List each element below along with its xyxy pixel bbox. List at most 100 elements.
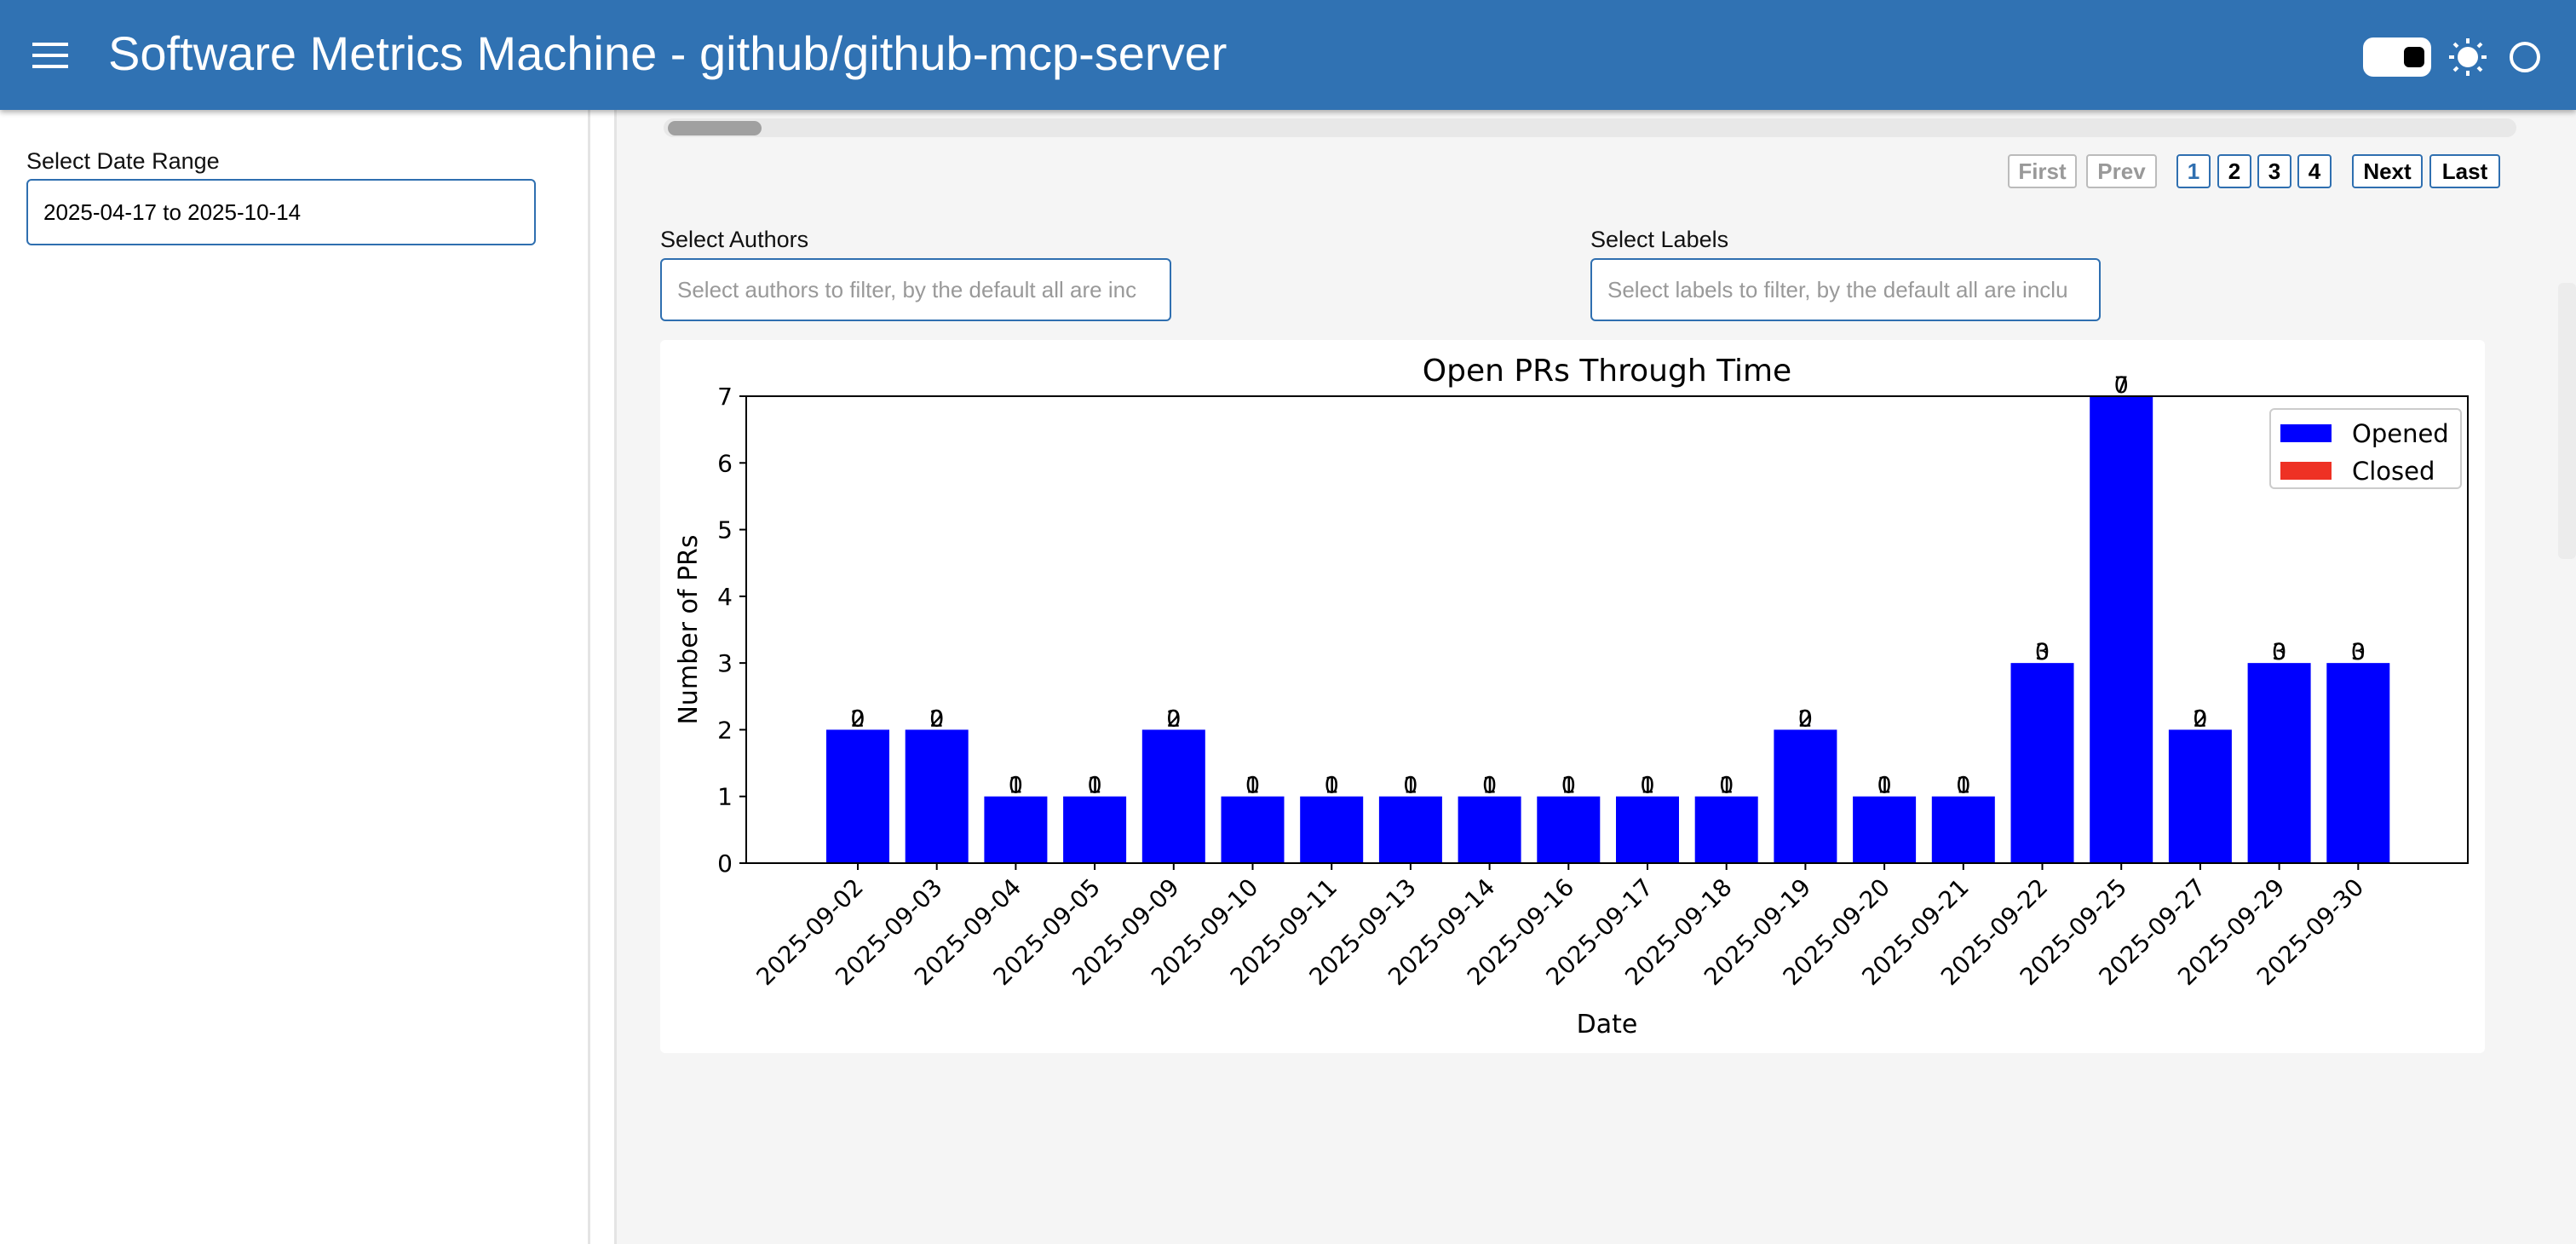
- legend-swatch: [2280, 462, 2332, 480]
- bar: [2168, 729, 2232, 863]
- bar-value-label: 0: [1640, 773, 1654, 799]
- bar-value-label: 0: [2193, 706, 2207, 732]
- page-button[interactable]: Prev: [2086, 154, 2157, 188]
- app-title: Software Metrics Machine - github/github…: [108, 26, 1228, 80]
- bar-value-label: 2: [929, 706, 944, 732]
- bar: [984, 796, 1048, 863]
- bar-value-label: 0: [850, 706, 865, 732]
- labels-input[interactable]: Select labels to filter, by the default …: [1590, 258, 2101, 321]
- bar: [2247, 663, 2311, 863]
- page-button[interactable]: Last: [2429, 154, 2500, 188]
- legend-swatch: [2280, 424, 2332, 442]
- bar: [1063, 796, 1127, 863]
- x-axis-label: Date: [1577, 1010, 1638, 1040]
- h-scroll-thumb[interactable]: [668, 121, 762, 135]
- bar-value-label: 1: [1482, 773, 1497, 799]
- bar-value-label: 1: [1245, 773, 1260, 799]
- authors-label: Select Authors: [660, 227, 809, 252]
- bar: [826, 729, 889, 863]
- bar-value-label: 3: [2351, 639, 2366, 665]
- legend-label: Closed: [2352, 457, 2435, 486]
- bar-value-label: 0: [1325, 773, 1339, 799]
- bar-value-label: 2: [850, 706, 865, 732]
- chart-card: Open PRs Through Time Date Number of PRs 0 1…: [660, 340, 2485, 1053]
- bar-value-label: 0: [929, 706, 944, 732]
- bar: [1616, 796, 1679, 863]
- page-button[interactable]: 3: [2257, 154, 2291, 188]
- bar-value-label: 0: [2114, 372, 2129, 399]
- bar-value-label: 0: [2351, 639, 2366, 665]
- bar-value-label: 0: [1009, 773, 1023, 799]
- y-tick-label: 3: [717, 649, 733, 677]
- bar-value-label: 1: [1561, 773, 1576, 799]
- header: Software Metrics Machine - github/github…: [0, 0, 2576, 110]
- bar: [1300, 796, 1364, 863]
- sidebar: Select Date Range 2025-04-17 to 2025-10-…: [0, 110, 590, 1244]
- bar: [1853, 796, 1917, 863]
- bar-value-label: 0: [1956, 773, 1970, 799]
- bar-value-label: 0: [1719, 773, 1734, 799]
- y-tick-label: 2: [717, 716, 733, 744]
- page-button[interactable]: First: [2008, 154, 2077, 188]
- bar-value-label: 0: [1482, 773, 1497, 799]
- bar-value-label: 0: [2035, 639, 2050, 665]
- h-scroll-track: [664, 118, 2516, 137]
- bar-value-label: 2: [2193, 706, 2207, 732]
- theme-toggle[interactable]: [2361, 34, 2540, 80]
- plot-frame: [745, 395, 2469, 864]
- bar-value-label: 0: [1798, 706, 1813, 732]
- bar: [905, 729, 969, 863]
- bar: [2326, 663, 2390, 863]
- bar-value-label: 1: [1640, 773, 1654, 799]
- y-tick-label: 0: [717, 849, 733, 878]
- bar-value-label: 0: [2272, 639, 2286, 665]
- bar-value-label: 0: [1561, 773, 1576, 799]
- bar-value-label: 1: [1719, 773, 1734, 799]
- bar-value-label: 0: [1166, 706, 1181, 732]
- bar: [1774, 729, 1837, 863]
- authors-input[interactable]: Select authors to filter, by the default…: [660, 258, 1171, 321]
- date-range-label: Select Date Range: [26, 148, 220, 174]
- bar: [2010, 663, 2074, 863]
- bar-value-label: 1: [1325, 773, 1339, 799]
- bar: [2090, 396, 2153, 863]
- authors-placeholder: Select authors to filter, by the default…: [677, 276, 1137, 302]
- labels-label: Select Labels: [1590, 227, 1729, 252]
- page-button[interactable]: 4: [2297, 154, 2332, 188]
- bar: [1694, 796, 1758, 863]
- bar: [1141, 729, 1205, 863]
- bar-value-label: 1: [1009, 773, 1023, 799]
- page-button[interactable]: Next: [2352, 154, 2423, 188]
- bar-value-label: 1: [1088, 773, 1102, 799]
- legend-label: Opened: [2352, 419, 2449, 448]
- bar-value-label: 3: [2272, 639, 2286, 665]
- page-button[interactable]: 2: [2217, 154, 2251, 188]
- bar-value-label: 1: [1877, 773, 1892, 799]
- bar: [1931, 796, 1995, 863]
- bar: [1537, 796, 1601, 863]
- bar-value-label: 7: [2114, 372, 2129, 399]
- y-axis-label: Number of PRs: [674, 534, 704, 724]
- bar-value-label: 1: [1956, 773, 1970, 799]
- bar-value-label: 0: [1877, 773, 1892, 799]
- menu-icon[interactable]: [32, 41, 68, 70]
- date-range-input[interactable]: 2025-04-17 to 2025-10-14: [26, 179, 536, 245]
- y-tick-label: 5: [717, 516, 733, 544]
- bar: [1221, 796, 1285, 863]
- y-tick-label: 4: [717, 583, 733, 611]
- labels-placeholder: Select labels to filter, by the default …: [1607, 276, 2068, 302]
- y-tick-label: 6: [717, 449, 733, 477]
- bar-value-label: 2: [1798, 706, 1813, 732]
- bar-value-label: 0: [1403, 773, 1417, 799]
- bar-value-label: 1: [1403, 773, 1417, 799]
- bar-value-label: 2: [1166, 706, 1181, 732]
- bar-value-label: 0: [1088, 773, 1102, 799]
- page-button[interactable]: 1: [2176, 154, 2211, 188]
- bar: [1378, 796, 1442, 863]
- bar-value-label: 0: [1245, 773, 1260, 799]
- v-scrollbar[interactable]: [2558, 283, 2576, 559]
- y-tick-label: 1: [717, 783, 733, 811]
